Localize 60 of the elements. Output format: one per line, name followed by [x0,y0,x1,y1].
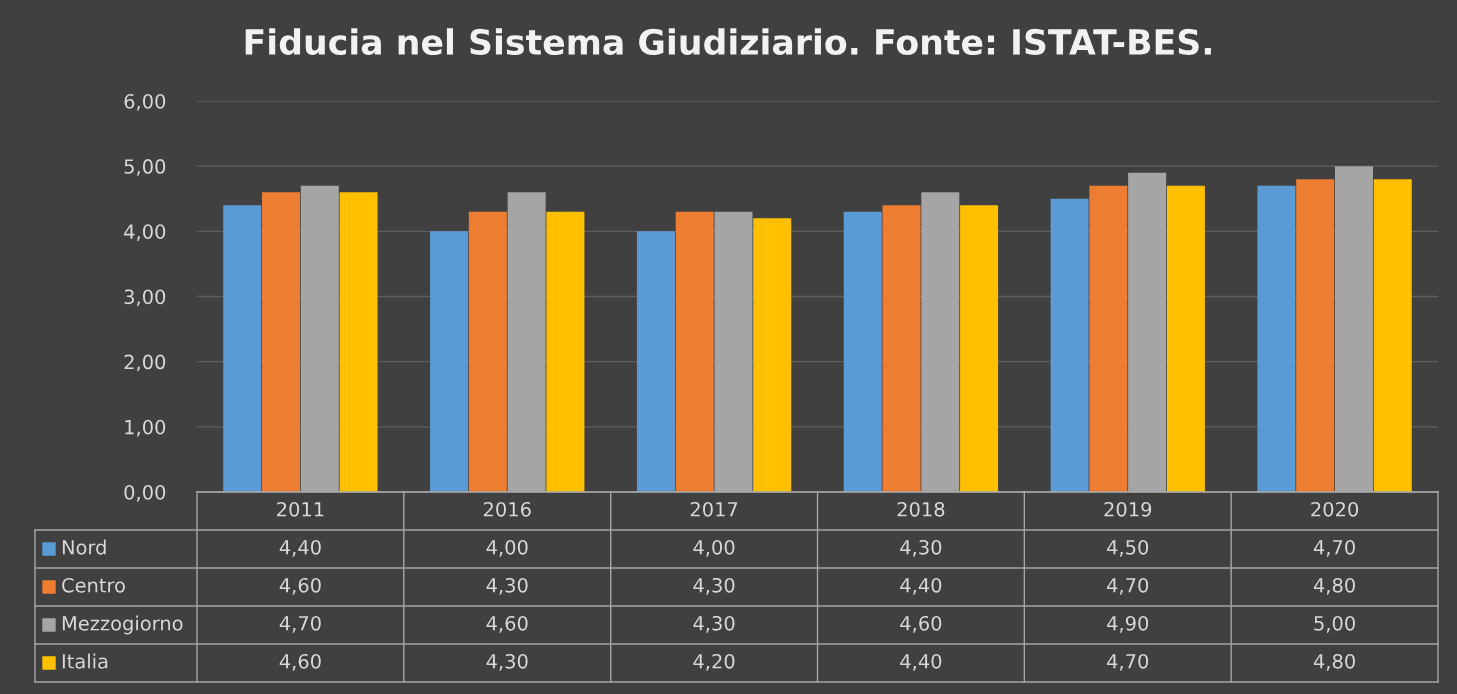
bar [1257,185,1296,492]
legend-label: Centro [62,577,125,593]
y-tick-label: 6,00 [124,93,166,111]
data-label: 5,00 [1314,615,1355,633]
bar [223,205,262,492]
bar [1089,185,1128,492]
data-label: 4,70 [1107,653,1149,671]
x-tick-label: 2017 [690,501,738,517]
bar [753,218,792,492]
data-label: 4,30 [693,615,735,633]
bar [636,231,675,492]
x-tick-label: 2011 [277,501,324,517]
data-label: 4,30 [486,653,528,671]
data-label: 4,70 [279,615,321,633]
data-label: 4,60 [279,577,321,595]
data-label: 4,80 [1313,577,1355,595]
bar [339,192,378,492]
data-label: 4,70 [1313,539,1355,557]
data-label: 4,60 [900,615,942,633]
y-tick-label: 5,00 [124,159,166,176]
y-tick-label: 0,00 [124,484,166,502]
data-label: 4,40 [900,577,942,595]
bar [1166,185,1205,492]
data-label: 4,60 [279,653,321,671]
bar [675,211,714,492]
y-tick-label: 2,00 [124,354,166,372]
data-label: 4,30 [486,577,528,595]
bar [882,205,921,492]
bar [468,211,507,492]
data-label: 4,80 [1313,653,1355,671]
data-label: 4,60 [486,615,528,633]
legend-label: Nord [62,539,106,555]
legend-label: Mezzogiorno [62,615,183,635]
data-label: 4,00 [486,539,528,557]
data-label: 4,30 [693,577,735,595]
data-label: 4,40 [900,653,942,671]
y-tick-label: 1,00 [125,419,166,437]
x-tick-label: 2019 [1104,501,1152,517]
chart-title: Fiducia nel Sistema Giudiziario. Fonte: ISTAT-BES. [245,28,1211,56]
bar [1296,179,1335,492]
bar [262,192,301,492]
x-tick-label: 2020 [1311,501,1359,517]
data-label: 4,30 [900,539,942,557]
y-tick-label: 4,00 [124,224,166,241]
x-tick-label: 2016 [483,501,531,517]
data-label: 4,50 [1107,539,1149,557]
bar [960,205,999,492]
bar [843,211,882,492]
data-label: 4,90 [1107,615,1149,633]
data-label: 4,20 [693,653,735,671]
data-label: 4,00 [693,539,735,557]
x-tick-label: 2018 [897,501,945,517]
y-tick-label: 3,00 [124,289,166,307]
data-label: 4,40 [279,539,321,557]
bar [546,211,585,492]
data-label: 4,70 [1107,577,1149,595]
bar [430,231,469,492]
legend-label: Italia [62,653,108,669]
bar [1373,179,1412,492]
bar [1050,198,1089,492]
